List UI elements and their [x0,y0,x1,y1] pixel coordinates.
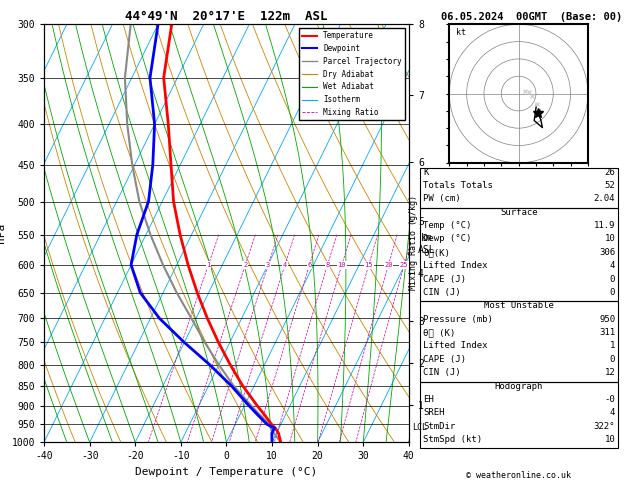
Text: θᴁ (K): θᴁ (K) [423,328,455,337]
Text: 306: 306 [599,248,615,257]
Text: Mixing Ratio (g/kg): Mixing Ratio (g/kg) [409,195,418,291]
Text: 4: 4 [283,262,287,268]
Text: SREH: SREH [423,408,445,417]
Text: 0: 0 [610,275,615,284]
Text: 2: 2 [243,262,247,268]
Text: Dewp (°C): Dewp (°C) [423,235,472,243]
Text: 1: 1 [610,341,615,350]
Text: CAPE (J): CAPE (J) [423,355,466,364]
Text: 15: 15 [365,262,373,268]
Text: 4: 4 [610,408,615,417]
Text: © weatheronline.co.uk: © weatheronline.co.uk [467,471,571,480]
Text: 8: 8 [325,262,330,268]
Text: 311: 311 [599,328,615,337]
X-axis label: Dewpoint / Temperature (°C): Dewpoint / Temperature (°C) [135,467,318,477]
Text: Temp (°C): Temp (°C) [423,221,472,230]
Text: 6: 6 [308,262,311,268]
Y-axis label: km
ASL: km ASL [418,233,435,255]
Text: 11.9: 11.9 [594,221,615,230]
Legend: Temperature, Dewpoint, Parcel Trajectory, Dry Adiabat, Wet Adiabat, Isotherm, Mi: Temperature, Dewpoint, Parcel Trajectory… [299,28,405,120]
Text: 26: 26 [604,168,615,177]
Text: Pressure (mb): Pressure (mb) [423,315,493,324]
Text: StmDir: StmDir [423,421,455,431]
Text: 10: 10 [338,262,346,268]
Text: EH: EH [423,395,434,404]
Text: 20: 20 [384,262,392,268]
Text: CIN (J): CIN (J) [423,288,461,297]
Title: 44°49'N  20°17'E  122m  ASL: 44°49'N 20°17'E 122m ASL [125,10,328,23]
Text: -0: -0 [604,395,615,404]
Text: 1: 1 [206,262,211,268]
Text: Lifted Index: Lifted Index [423,341,488,350]
Text: θᴁ(K): θᴁ(K) [423,248,450,257]
Text: Hodograph: Hodograph [495,382,543,391]
Text: Most Unstable: Most Unstable [484,301,554,311]
Text: 950: 950 [599,315,615,324]
Text: 10: 10 [604,235,615,243]
Text: 4: 4 [610,261,615,270]
Text: 10: 10 [604,435,615,444]
Y-axis label: hPa: hPa [0,223,6,243]
Text: CIN (J): CIN (J) [423,368,461,377]
Text: 25: 25 [400,262,408,268]
Text: K: K [423,168,429,177]
Text: Lifted Index: Lifted Index [423,261,488,270]
Text: StmSpd (kt): StmSpd (kt) [423,435,482,444]
Text: 0: 0 [610,288,615,297]
Text: 2.04: 2.04 [594,194,615,204]
Text: 12: 12 [604,368,615,377]
Text: CAPE (J): CAPE (J) [423,275,466,284]
Text: Totals Totals: Totals Totals [423,181,493,190]
Text: PW (cm): PW (cm) [423,194,461,204]
Text: 06.05.2024  00GMT  (Base: 00): 06.05.2024 00GMT (Base: 00) [441,12,622,22]
Text: Surface: Surface [500,208,538,217]
Text: kt: kt [456,28,466,36]
Text: 322°: 322° [594,421,615,431]
Text: LCL: LCL [413,423,428,432]
Text: 52: 52 [604,181,615,190]
Text: 3: 3 [266,262,270,268]
Text: 0: 0 [610,355,615,364]
